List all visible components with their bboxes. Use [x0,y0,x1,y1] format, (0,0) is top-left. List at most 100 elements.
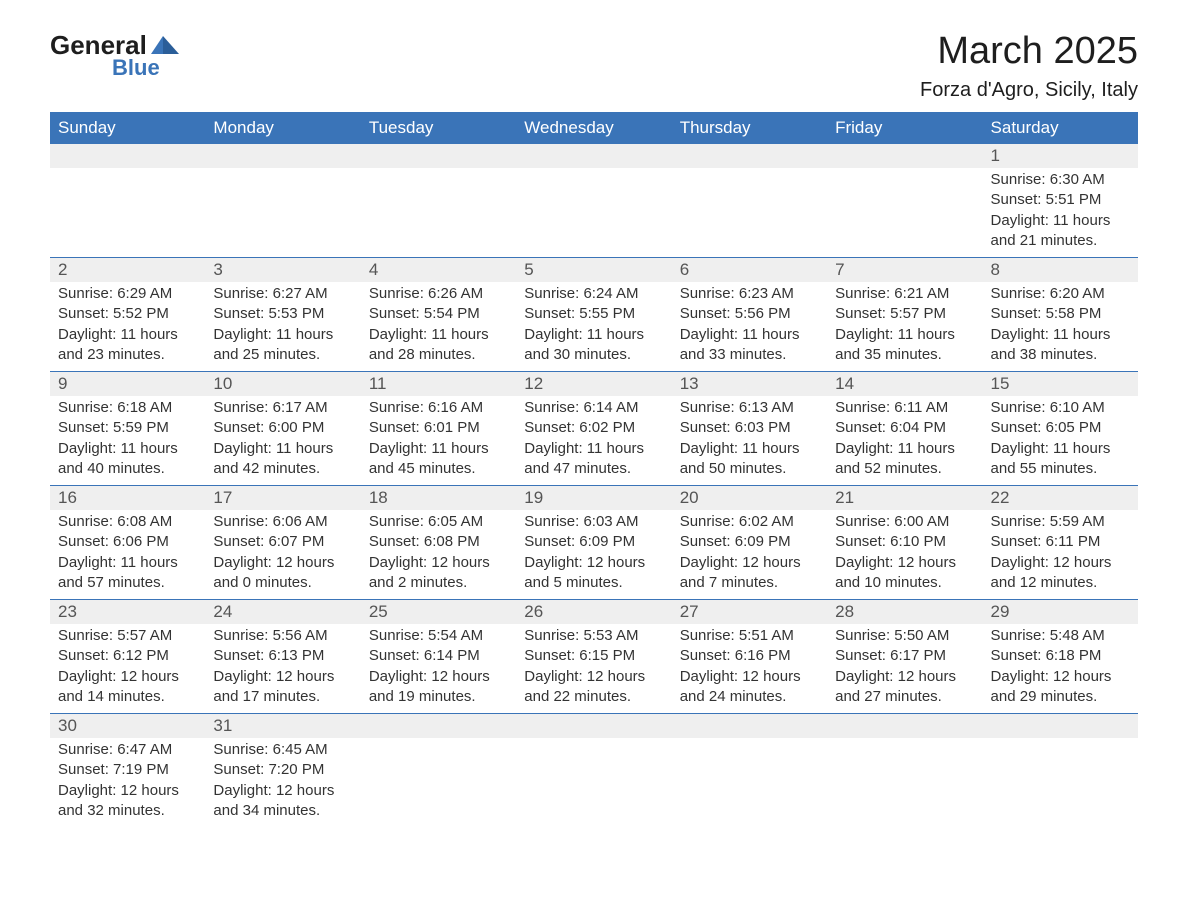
daylight-line: Daylight: 11 hours and 35 minutes. [835,325,974,366]
day-number: 7 [827,258,982,282]
day-number [983,714,1138,738]
calendar-cell: 1Sunrise: 6:30 AMSunset: 5:51 PMDaylight… [983,144,1138,258]
weekday-header: Friday [827,112,982,144]
sunrise-line: Sunrise: 6:11 AM [835,398,974,418]
sunset-line: Sunset: 5:51 PM [991,190,1130,210]
day-data: Sunrise: 6:29 AMSunset: 5:52 PMDaylight:… [50,282,205,371]
calendar-cell: 29Sunrise: 5:48 AMSunset: 6:18 PMDayligh… [983,600,1138,714]
sunrise-line: Sunrise: 6:27 AM [213,284,352,304]
calendar-cell [516,714,671,828]
day-number: 6 [672,258,827,282]
sunset-line: Sunset: 6:12 PM [58,646,197,666]
calendar-cell [205,144,360,258]
sunrise-line: Sunrise: 6:45 AM [213,740,352,760]
day-data [50,168,205,248]
daylight-line: Daylight: 11 hours and 57 minutes. [58,553,197,594]
daylight-line: Daylight: 12 hours and 34 minutes. [213,781,352,822]
day-number: 9 [50,372,205,396]
calendar-cell: 16Sunrise: 6:08 AMSunset: 6:06 PMDayligh… [50,486,205,600]
sunrise-line: Sunrise: 6:00 AM [835,512,974,532]
day-data: Sunrise: 5:57 AMSunset: 6:12 PMDaylight:… [50,624,205,713]
day-data: Sunrise: 6:16 AMSunset: 6:01 PMDaylight:… [361,396,516,485]
daylight-line: Daylight: 11 hours and 52 minutes. [835,439,974,480]
day-number [361,714,516,738]
sunset-line: Sunset: 6:05 PM [991,418,1130,438]
sunrise-line: Sunrise: 6:06 AM [213,512,352,532]
day-data: Sunrise: 5:48 AMSunset: 6:18 PMDaylight:… [983,624,1138,713]
calendar-cell: 21Sunrise: 6:00 AMSunset: 6:10 PMDayligh… [827,486,982,600]
calendar-week-row: 30Sunrise: 6:47 AMSunset: 7:19 PMDayligh… [50,714,1138,828]
calendar-cell [361,144,516,258]
calendar-cell [827,144,982,258]
sunset-line: Sunset: 6:03 PM [680,418,819,438]
sunrise-line: Sunrise: 6:17 AM [213,398,352,418]
sunset-line: Sunset: 5:54 PM [369,304,508,324]
calendar-week-row: 9Sunrise: 6:18 AMSunset: 5:59 PM Daylight… [50,372,1138,486]
day-number: 17 [205,486,360,510]
sunrise-line: Sunrise: 6:18 AM [58,398,197,418]
sunset-line: Sunset: 5:53 PM [213,304,352,324]
calendar-cell [516,144,671,258]
sunset-line: Sunset: 6:09 PM [524,532,663,552]
sunrise-line: Sunrise: 6:13 AM [680,398,819,418]
daylight-line: Daylight: 12 hours and 12 minutes. [991,553,1130,594]
daylight-line: Daylight: 11 hours and 25 minutes. [213,325,352,366]
day-data: Sunrise: 6:02 AMSunset: 6:09 PMDaylight:… [672,510,827,599]
daylight-line: Daylight: 12 hours and 29 minutes. [991,667,1130,708]
weekday-header: Wednesday [516,112,671,144]
day-data: Sunrise: 6:06 AMSunset: 6:07 PMDaylight:… [205,510,360,599]
sunrise-line: Sunrise: 6:10 AM [991,398,1130,418]
day-data: Sunrise: 6:00 AMSunset: 6:10 PMDaylight:… [827,510,982,599]
sunrise-line: Sunrise: 6:08 AM [58,512,197,532]
calendar-cell: 4Sunrise: 6:26 AMSunset: 5:54 PMDaylight… [361,258,516,372]
sunset-line: Sunset: 6:06 PM [58,532,197,552]
sunrise-line: Sunrise: 5:48 AM [991,626,1130,646]
calendar-cell: 6Sunrise: 6:23 AMSunset: 5:56 PMDaylight… [672,258,827,372]
calendar-cell: 13Sunrise: 6:13 AMSunset: 6:03 PMDayligh… [672,372,827,486]
day-number: 10 [205,372,360,396]
day-number: 22 [983,486,1138,510]
day-number [827,144,982,168]
calendar-cell: 8Sunrise: 6:20 AMSunset: 5:58 PMDaylight… [983,258,1138,372]
location-text: Forza d'Agro, Sicily, Italy [920,79,1138,102]
day-number: 26 [516,600,671,624]
sunset-line: Sunset: 6:01 PM [369,418,508,438]
calendar-cell: 28Sunrise: 5:50 AMSunset: 6:17 PMDayligh… [827,600,982,714]
day-data [516,168,671,248]
day-number: 2 [50,258,205,282]
page-header: General Blue March 2025 Forza d'Agro, Si… [50,30,1138,102]
day-data: Sunrise: 6:26 AMSunset: 5:54 PMDaylight:… [361,282,516,371]
sunrise-line: Sunrise: 5:56 AM [213,626,352,646]
daylight-line: Daylight: 11 hours and 33 minutes. [680,325,819,366]
day-data: Sunrise: 6:20 AMSunset: 5:58 PMDaylight:… [983,282,1138,371]
day-data: Sunrise: 6:05 AMSunset: 6:08 PMDaylight:… [361,510,516,599]
day-number: 30 [50,714,205,738]
calendar-cell: 11Sunrise: 6:16 AMSunset: 6:01 PMDayligh… [361,372,516,486]
day-number: 24 [205,600,360,624]
calendar-table: SundayMondayTuesdayWednesdayThursdayFrid… [50,112,1138,827]
sunset-line: Sunset: 6:17 PM [835,646,974,666]
daylight-line: Daylight: 12 hours and 19 minutes. [369,667,508,708]
sunset-line: Sunset: 7:19 PM [58,760,197,780]
day-data: Sunrise: 6:47 AMSunset: 7:19 PMDaylight:… [50,738,205,827]
day-number: 12 [516,372,671,396]
calendar-cell [827,714,982,828]
day-number [827,714,982,738]
calendar-cell: 7Sunrise: 6:21 AMSunset: 5:57 PMDaylight… [827,258,982,372]
daylight-line: Daylight: 12 hours and 24 minutes. [680,667,819,708]
day-data: Sunrise: 6:27 AMSunset: 5:53 PMDaylight:… [205,282,360,371]
sunrise-line: Sunrise: 6:20 AM [991,284,1130,304]
month-title: March 2025 [920,30,1138,73]
sunset-line: Sunset: 6:00 PM [213,418,352,438]
sunset-line: Sunset: 5:59 PM [58,418,197,438]
day-data: Sunrise: 5:56 AMSunset: 6:13 PMDaylight:… [205,624,360,713]
daylight-line: Daylight: 11 hours and 30 minutes. [524,325,663,366]
day-number: 19 [516,486,671,510]
daylight-line: Daylight: 11 hours and 50 minutes. [680,439,819,480]
day-number: 16 [50,486,205,510]
day-data [205,168,360,248]
day-number: 23 [50,600,205,624]
weekday-header: Monday [205,112,360,144]
day-data [361,168,516,248]
day-data [361,738,516,818]
